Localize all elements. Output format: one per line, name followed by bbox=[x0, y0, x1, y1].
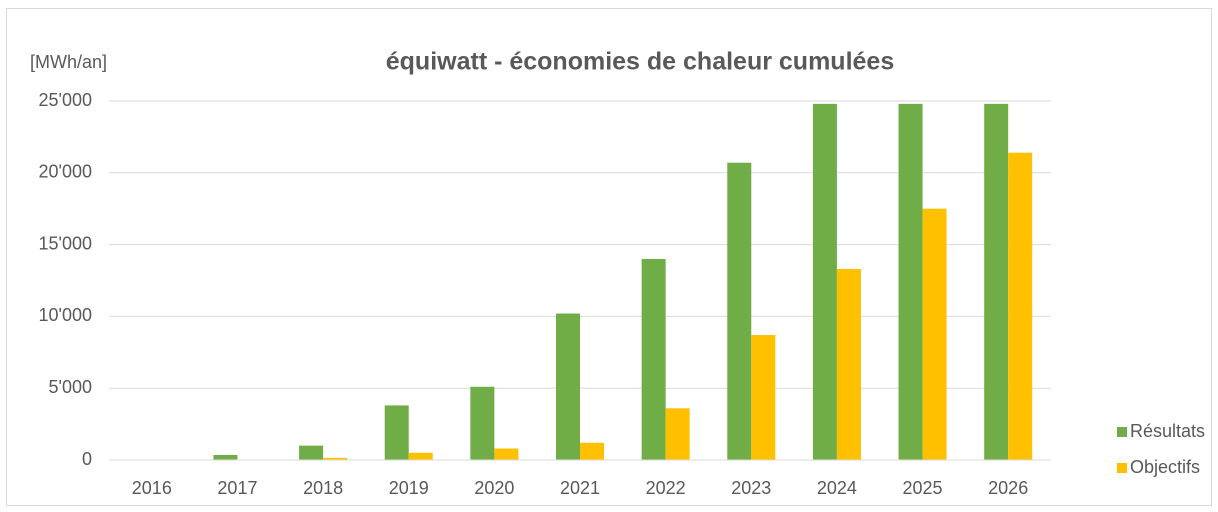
x-tick-label: 2023 bbox=[731, 478, 771, 498]
x-tick-label: 2016 bbox=[132, 478, 172, 498]
y-tick-label: 5'000 bbox=[49, 377, 92, 397]
y-tick-label: 10'000 bbox=[39, 305, 93, 325]
bar bbox=[470, 386, 495, 460]
legend-swatch bbox=[1117, 463, 1127, 473]
y-tick-label: 20'000 bbox=[39, 162, 93, 182]
x-tick-label: 2026 bbox=[988, 478, 1028, 498]
bar bbox=[1008, 152, 1033, 461]
bar bbox=[213, 454, 238, 460]
bar bbox=[727, 162, 752, 461]
bar bbox=[665, 408, 690, 460]
x-tick-label: 2025 bbox=[903, 478, 943, 498]
bar bbox=[751, 335, 776, 460]
bar bbox=[922, 208, 947, 460]
x-tick-label: 2019 bbox=[389, 478, 429, 498]
x-tick-label: 2024 bbox=[817, 478, 857, 498]
bar bbox=[984, 103, 1009, 460]
legend-label: Objectifs bbox=[1130, 457, 1200, 477]
y-tick-label: 0 bbox=[82, 449, 92, 469]
x-tick-label: 2020 bbox=[474, 478, 514, 498]
y-tick-label: 25'000 bbox=[39, 90, 93, 110]
x-tick-label: 2017 bbox=[217, 478, 257, 498]
bar bbox=[384, 405, 409, 460]
bar bbox=[641, 258, 666, 460]
y-tick-label: 15'000 bbox=[39, 233, 93, 253]
y-axis-label: [MWh/an] bbox=[30, 52, 107, 72]
legend-swatch bbox=[1117, 427, 1127, 437]
chart-title: équiwatt - économies de chaleur cumulées bbox=[386, 48, 894, 76]
bar bbox=[580, 442, 604, 460]
bar bbox=[408, 452, 433, 460]
x-tick-label: 2018 bbox=[303, 478, 343, 498]
bar bbox=[898, 103, 923, 460]
x-tick-label: 2022 bbox=[646, 478, 686, 498]
legend-label: Résultats bbox=[1130, 421, 1205, 441]
bar bbox=[812, 103, 837, 460]
bar bbox=[323, 457, 348, 460]
bar bbox=[556, 313, 580, 460]
x-tick-label: 2021 bbox=[560, 478, 600, 498]
bar bbox=[836, 269, 861, 460]
bar bbox=[494, 448, 519, 460]
bar bbox=[299, 445, 324, 460]
